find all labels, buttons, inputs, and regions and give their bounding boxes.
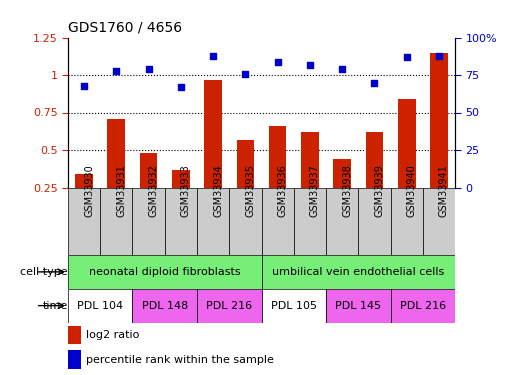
Point bbox=[274, 58, 282, 64]
Point bbox=[80, 82, 88, 88]
Bar bbox=[140, 153, 157, 188]
Text: GSM33932: GSM33932 bbox=[149, 164, 158, 218]
Bar bbox=[197, 188, 229, 255]
Bar bbox=[333, 159, 351, 188]
Bar bbox=[269, 126, 287, 188]
Text: percentile rank within the sample: percentile rank within the sample bbox=[86, 354, 274, 364]
Bar bbox=[132, 289, 197, 322]
Bar bbox=[391, 188, 423, 255]
Bar bbox=[262, 188, 294, 255]
Text: log2 ratio: log2 ratio bbox=[86, 330, 140, 340]
Text: GSM33931: GSM33931 bbox=[116, 165, 127, 217]
Bar bbox=[229, 188, 262, 255]
Point bbox=[177, 84, 185, 90]
Bar bbox=[68, 350, 81, 369]
Text: PDL 216: PDL 216 bbox=[400, 301, 446, 310]
Bar bbox=[68, 289, 132, 322]
Point bbox=[209, 53, 218, 58]
Text: GSM33937: GSM33937 bbox=[310, 164, 320, 218]
Point bbox=[403, 54, 411, 60]
Text: GSM33934: GSM33934 bbox=[213, 165, 223, 217]
Text: GSM33933: GSM33933 bbox=[181, 165, 191, 217]
Text: PDL 104: PDL 104 bbox=[77, 301, 123, 310]
Text: PDL 148: PDL 148 bbox=[142, 301, 188, 310]
Bar bbox=[68, 188, 100, 255]
Bar bbox=[326, 188, 358, 255]
Point bbox=[241, 70, 249, 76]
Bar bbox=[197, 289, 262, 322]
Bar bbox=[430, 53, 448, 188]
Bar bbox=[294, 188, 326, 255]
Point bbox=[338, 66, 346, 72]
Text: GSM33930: GSM33930 bbox=[84, 165, 94, 217]
Text: PDL 216: PDL 216 bbox=[206, 301, 252, 310]
Text: GSM33936: GSM33936 bbox=[278, 165, 288, 217]
Bar bbox=[132, 188, 165, 255]
Bar bbox=[236, 140, 254, 188]
Text: GSM33940: GSM33940 bbox=[407, 165, 417, 217]
Bar bbox=[204, 80, 222, 188]
Point bbox=[305, 62, 314, 68]
Bar bbox=[262, 289, 326, 322]
Point bbox=[144, 66, 153, 72]
Bar bbox=[165, 188, 197, 255]
Text: PDL 145: PDL 145 bbox=[335, 301, 381, 310]
Bar bbox=[262, 255, 455, 289]
Text: GSM33938: GSM33938 bbox=[342, 165, 352, 217]
Text: GSM33939: GSM33939 bbox=[374, 165, 384, 217]
Text: cell type: cell type bbox=[20, 267, 68, 277]
Point bbox=[435, 53, 443, 58]
Bar bbox=[391, 289, 455, 322]
Text: neonatal diploid fibroblasts: neonatal diploid fibroblasts bbox=[89, 267, 241, 277]
Bar bbox=[358, 188, 391, 255]
Bar bbox=[108, 118, 125, 188]
Text: GDS1760 / 4656: GDS1760 / 4656 bbox=[68, 21, 182, 35]
Text: GSM33941: GSM33941 bbox=[439, 165, 449, 217]
Bar bbox=[75, 174, 93, 188]
Text: PDL 105: PDL 105 bbox=[271, 301, 317, 310]
Bar bbox=[366, 132, 383, 188]
Bar bbox=[398, 99, 415, 188]
Bar bbox=[301, 132, 319, 188]
Point bbox=[370, 80, 379, 86]
Text: umbilical vein endothelial cells: umbilical vein endothelial cells bbox=[272, 267, 445, 277]
Bar bbox=[68, 255, 262, 289]
Bar bbox=[423, 188, 455, 255]
Text: time: time bbox=[43, 301, 68, 310]
Text: GSM33935: GSM33935 bbox=[245, 164, 255, 218]
Bar bbox=[326, 289, 391, 322]
Bar bbox=[100, 188, 132, 255]
Bar bbox=[172, 170, 190, 188]
Bar bbox=[68, 326, 81, 344]
Point bbox=[112, 68, 120, 74]
